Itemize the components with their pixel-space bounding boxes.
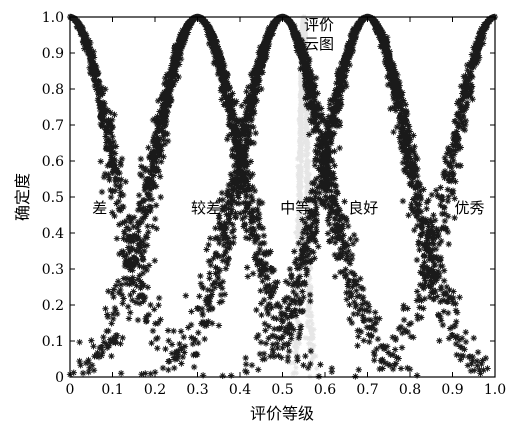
x-tick-label: 0.2: [144, 382, 166, 398]
x-tick-label: 1.0: [484, 382, 506, 398]
evaluation-cloud-label-line2: 云图: [304, 35, 334, 53]
y-tick-label: 0.9: [42, 46, 64, 62]
y-tick-label: 1.0: [42, 10, 64, 26]
category-label: 较差: [191, 199, 221, 217]
x-tick-label: 0: [66, 382, 75, 398]
evaluation-cloud-label: 评价 云图: [304, 16, 334, 53]
x-tick-label: 0.6: [314, 382, 336, 398]
cloud-points-layer: [66, 13, 499, 380]
category-labels: 差 较差 中等 良好 优秀: [92, 199, 484, 217]
y-tick-label: 0.3: [42, 262, 64, 278]
x-tick-label: 0.3: [186, 382, 208, 398]
y-tick-label: 0.6: [42, 154, 64, 170]
cloud-points: [219, 13, 491, 380]
x-axis-ticks: 0 0.1 0.2 0.3 0.4 0.5 0.6 0.7 0.8 0.9 1.0: [66, 17, 506, 398]
y-axis-ticks: 0 0.1 0.2 0.3 0.4 0.5 0.6 0.7 0.8 0.9 1.0: [42, 10, 495, 386]
x-tick-label: 0.1: [101, 382, 123, 398]
x-tick-label: 0.9: [441, 382, 463, 398]
y-tick-label: 0: [55, 370, 64, 386]
cloud-points: [117, 13, 421, 379]
x-tick-label: 0.8: [399, 382, 421, 398]
y-axis-label: 确定度: [13, 173, 32, 221]
y-tick-label: 0.1: [42, 334, 64, 350]
category-label: 优秀: [454, 199, 484, 217]
category-label: 中等: [280, 199, 310, 217]
x-tick-label: 0.7: [356, 382, 378, 398]
x-axis-label: 评价等级: [250, 404, 314, 423]
y-tick-label: 0.8: [42, 82, 64, 98]
category-label: 良好: [348, 199, 378, 217]
y-tick-label: 0.4: [42, 226, 64, 242]
x-tick-label: 0.5: [271, 382, 293, 398]
category-label: 差: [92, 199, 107, 217]
evaluation-cloud-label-line1: 评价: [304, 16, 334, 34]
y-tick-label: 0.7: [42, 118, 64, 134]
y-tick-label: 0.2: [42, 298, 64, 314]
y-tick-label: 0.5: [42, 190, 64, 206]
x-tick-label: 0.4: [229, 382, 251, 398]
